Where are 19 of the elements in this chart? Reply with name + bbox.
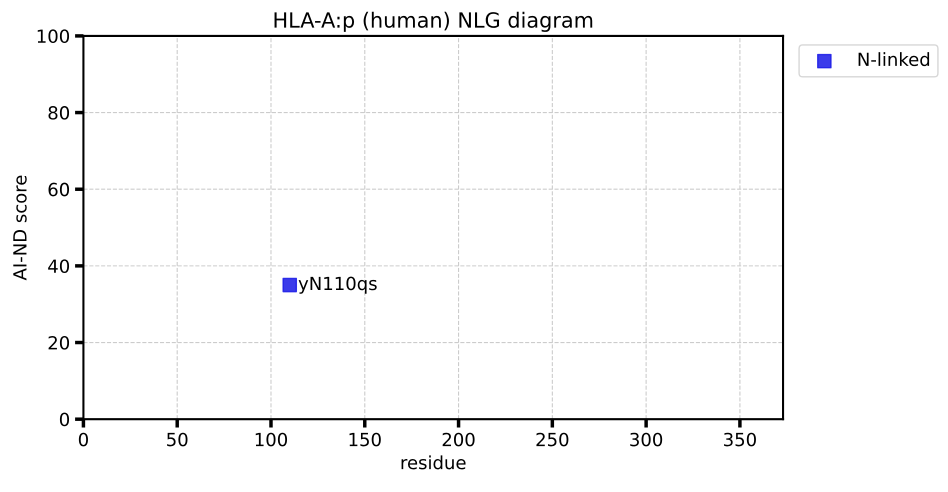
x-tick-label: 0	[78, 432, 88, 446]
annotation: yN110qs	[298, 276, 377, 294]
y-tick-label: 100	[38, 29, 70, 44]
x-tick-label: 300	[630, 432, 662, 446]
x-tick-label: 250	[536, 432, 568, 446]
y-tick-label: 60	[48, 182, 70, 196]
x-tick-label: 200	[442, 432, 475, 446]
legend-label: N-linked	[858, 52, 930, 66]
y-tick-label: 0	[60, 412, 70, 426]
y-axis-title: AI-ND score	[13, 176, 27, 280]
y-tick-label: 80	[48, 106, 70, 120]
x-tick-label: 350	[724, 432, 756, 446]
y-tick-label: 40	[48, 259, 70, 273]
chart-title: HLA-A:p (human) NLG diagram	[274, 12, 592, 32]
x-tick-label: 100	[256, 432, 288, 446]
x-axis-title: residue	[402, 455, 466, 470]
y-tick-label: 20	[48, 336, 70, 350]
x-tick-label: 50	[167, 432, 188, 446]
x-tick-label: 150	[350, 432, 381, 446]
